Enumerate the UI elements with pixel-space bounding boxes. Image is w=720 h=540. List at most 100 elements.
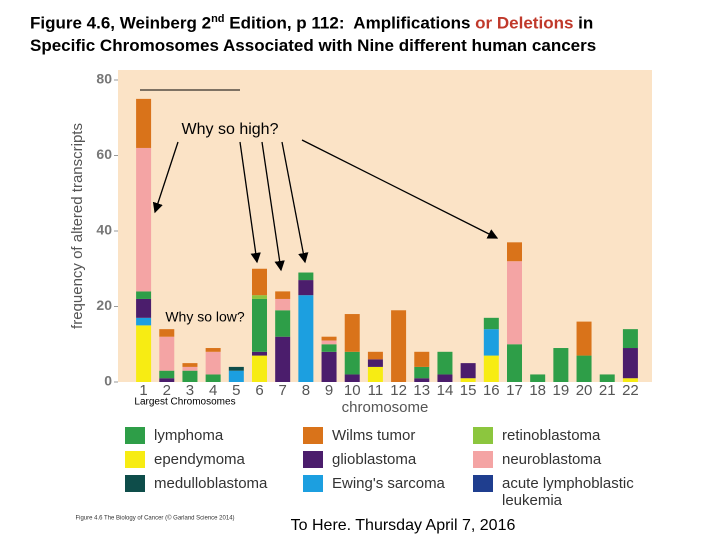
legend-swatch bbox=[125, 451, 145, 468]
legend-swatch bbox=[125, 427, 145, 444]
legend-swatch bbox=[473, 475, 493, 492]
legend-item: Wilms tumor bbox=[303, 427, 482, 444]
bar-segment bbox=[205, 348, 221, 352]
y-tick-label: 0 bbox=[104, 373, 112, 389]
bar-segment bbox=[136, 98, 152, 148]
x-tick-label: 4 bbox=[209, 382, 217, 399]
x-tick-label: 2 bbox=[163, 382, 171, 399]
bar-segment bbox=[344, 374, 360, 382]
x-tick-label: 21 bbox=[599, 382, 616, 399]
legend-item: neuroblastoma bbox=[473, 451, 652, 468]
bar-segment bbox=[321, 351, 337, 382]
bar-segment bbox=[275, 298, 291, 311]
legend-item: glioblastoma bbox=[303, 451, 482, 468]
bar-segment bbox=[252, 351, 267, 356]
x-axis-label: chromosome bbox=[342, 399, 429, 416]
legend-swatch bbox=[473, 451, 493, 468]
x-tick-label: 9 bbox=[325, 382, 333, 399]
x-tick-label: 22 bbox=[622, 382, 639, 399]
credit: Figure 4.6 The Biology of Cancer (© Garl… bbox=[75, 515, 234, 522]
footer: To Here. Thursday April 7, 2016 bbox=[291, 517, 516, 534]
legend-swatch bbox=[473, 427, 493, 444]
bar-segment bbox=[622, 348, 638, 379]
legend-item: lymphoma bbox=[125, 427, 304, 444]
bar-segment bbox=[205, 374, 221, 382]
bar-segment bbox=[391, 310, 407, 382]
bar-segment bbox=[622, 329, 638, 349]
bar-segment bbox=[252, 298, 267, 352]
title-text: in bbox=[573, 13, 594, 33]
title-text: Figure 4.6, Weinberg 2 bbox=[30, 13, 212, 33]
bar-segment bbox=[321, 336, 337, 341]
bar-segment bbox=[553, 348, 569, 382]
bar-segment bbox=[576, 355, 592, 382]
bar-segment bbox=[414, 351, 430, 367]
annotation: Why so high? bbox=[182, 121, 279, 138]
bar-segment bbox=[275, 336, 291, 382]
bar-segment bbox=[205, 351, 221, 375]
title-highlight: or Deletions bbox=[475, 13, 574, 33]
legend-label: Wilms tumor bbox=[332, 427, 416, 444]
bar-segment bbox=[367, 359, 383, 367]
legend-label: lymphoma bbox=[154, 427, 224, 444]
x-tick-label: 18 bbox=[529, 382, 546, 399]
bar-segment bbox=[159, 336, 175, 371]
bar-segment bbox=[414, 378, 430, 382]
plot-background bbox=[118, 70, 652, 382]
x-tick-label: 8 bbox=[302, 382, 310, 399]
bar-segment bbox=[483, 317, 499, 330]
bar-segment bbox=[136, 317, 152, 326]
legend-item: acute lymphoblastic leukemia bbox=[473, 475, 652, 509]
x-tick-label: 3 bbox=[186, 382, 194, 399]
x-tick-label: 1 bbox=[139, 382, 147, 399]
x-tick-label: 16 bbox=[483, 382, 500, 399]
legend-label: Ewing's sarcoma bbox=[332, 475, 445, 492]
x-tick-label: 14 bbox=[437, 382, 454, 399]
bar-segment bbox=[228, 370, 244, 382]
title: Figure 4.6, Weinberg 2nd Edition, p 112:… bbox=[30, 8, 710, 57]
bar-segment bbox=[159, 329, 175, 337]
legend-item: retinoblastoma bbox=[473, 427, 652, 444]
x-tick-label: 12 bbox=[390, 382, 407, 399]
bar-segment bbox=[298, 280, 314, 296]
bar-segment bbox=[367, 366, 383, 382]
bar-segment bbox=[252, 295, 267, 299]
bars bbox=[136, 98, 638, 382]
legend-swatch bbox=[303, 427, 323, 444]
bar-segment bbox=[507, 261, 522, 345]
bar-segment bbox=[437, 351, 453, 375]
bar-segment bbox=[483, 355, 499, 382]
bar-segment bbox=[507, 344, 522, 382]
x-tick-label: 20 bbox=[576, 382, 593, 399]
bar-segment bbox=[252, 268, 267, 296]
bar-segment bbox=[437, 374, 453, 382]
bar-segment bbox=[275, 291, 291, 299]
legend-swatch bbox=[303, 475, 323, 492]
x-tick-label: 11 bbox=[368, 382, 384, 399]
legend-item: medulloblastoma bbox=[125, 475, 304, 492]
bar-segment bbox=[599, 374, 615, 382]
x-tick-label: 7 bbox=[279, 382, 287, 399]
y-tick-label: 20 bbox=[96, 297, 112, 313]
bar-segment bbox=[136, 291, 152, 299]
x-tick-label: 19 bbox=[553, 382, 570, 399]
x-tick-label: 13 bbox=[413, 382, 430, 399]
bar-segment bbox=[576, 321, 592, 356]
bar-segment bbox=[228, 366, 244, 371]
legend-label: medulloblastoma bbox=[154, 475, 268, 492]
bar-segment bbox=[182, 370, 198, 382]
y-tick-label: 40 bbox=[96, 222, 112, 238]
x-tick-label: 15 bbox=[460, 382, 477, 399]
bar-segment bbox=[136, 325, 152, 382]
legend-label: acute lymphoblastic leukemia bbox=[502, 475, 634, 509]
x-tick-label: 17 bbox=[506, 382, 523, 399]
title-text: Edition, p 112: Amplifications bbox=[224, 13, 476, 33]
bar-segment bbox=[298, 272, 314, 281]
bar-segment bbox=[460, 378, 476, 382]
bar-segment bbox=[136, 147, 152, 292]
y-axis-label: frequency of altered transcripts bbox=[69, 123, 86, 329]
bar-segment bbox=[367, 351, 383, 360]
legend-item: ependymoma bbox=[125, 451, 304, 468]
title-superscript: nd bbox=[211, 13, 225, 25]
